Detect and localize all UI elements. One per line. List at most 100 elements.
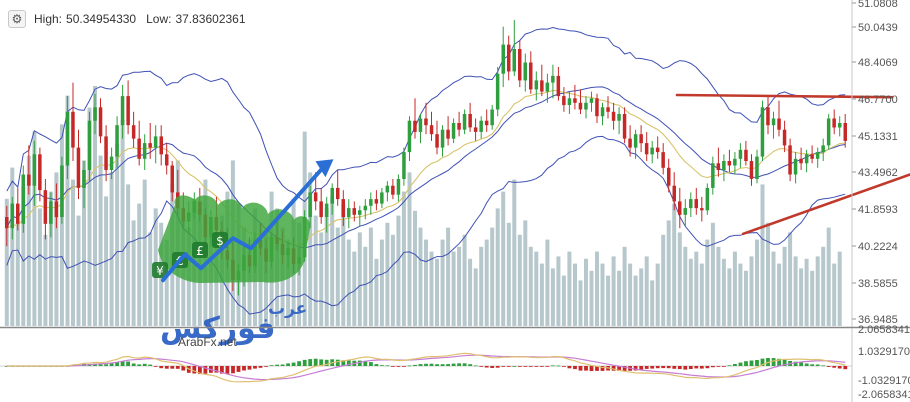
candle [38, 147, 42, 202]
histogram-bar [600, 366, 605, 371]
candle [484, 109, 489, 132]
volume-bar [744, 270, 748, 326]
histogram-bar [286, 363, 290, 366]
histogram-bar [164, 366, 169, 369]
volume-bar [368, 227, 373, 326]
candle-body [622, 114, 627, 139]
histogram-bar [264, 366, 268, 367]
candle-body [54, 201, 59, 218]
volume-bar [286, 239, 291, 326]
volume-bar [628, 263, 633, 326]
histogram-bar [308, 359, 313, 366]
candle-body [93, 107, 97, 121]
currency-badge [152, 262, 168, 278]
candle-body [799, 158, 803, 164]
histogram-bar [291, 362, 296, 366]
candle [716, 147, 721, 177]
candle [159, 125, 163, 166]
histogram-bar [523, 366, 528, 367]
histogram-bar [346, 360, 351, 366]
candle [826, 114, 831, 150]
histogram-bar [363, 360, 368, 366]
histogram-bar [242, 366, 246, 371]
candle-body [109, 156, 114, 170]
candle [424, 102, 428, 135]
candle [700, 196, 704, 222]
candle [567, 91, 572, 114]
histogram-bar [777, 358, 781, 366]
candle-body [32, 154, 37, 186]
volume-bar [446, 227, 451, 326]
histogram-bar [755, 360, 759, 366]
volume-bar [556, 256, 561, 326]
candle [755, 149, 759, 184]
price-tick-label: 51.0808 [858, 0, 898, 10]
volume-bar [837, 251, 842, 326]
candle [165, 143, 169, 175]
histogram-bar [716, 366, 721, 367]
histogram-bar [595, 366, 599, 371]
candle [16, 187, 20, 231]
volume-bar [48, 191, 53, 326]
candle-body [484, 120, 489, 126]
gear-icon[interactable]: ⚙ [8, 10, 26, 28]
histogram-bar [666, 366, 671, 369]
histogram-bar [528, 366, 533, 367]
volume-bar [506, 222, 511, 326]
candle-body [716, 163, 721, 170]
volume-bars [4, 86, 842, 327]
candle [308, 185, 312, 229]
candle [347, 199, 351, 229]
candle-body [567, 98, 572, 105]
candle [137, 120, 141, 166]
candle-body [611, 111, 616, 121]
volume-bar [517, 234, 522, 326]
volume-bar [21, 186, 26, 326]
histogram-bar [655, 366, 660, 369]
candle-body [556, 75, 561, 97]
candle-body [440, 129, 445, 148]
histogram-bar [639, 366, 644, 370]
candle-body [468, 114, 472, 128]
histogram-bar [495, 366, 500, 368]
candle [98, 98, 103, 144]
histogram-bar [749, 360, 754, 366]
candle [600, 102, 605, 126]
macd-line [6, 352, 846, 383]
candle-body [628, 138, 632, 148]
histogram-bar [711, 366, 715, 368]
price-tick-label: 38.5855 [858, 278, 898, 290]
candle [694, 187, 698, 215]
volume-bar [214, 239, 219, 326]
price-tick-label: 46.7700 [858, 94, 898, 106]
volume-bar [308, 172, 313, 326]
volume-bar [595, 251, 599, 326]
volume-bar [826, 227, 831, 326]
candle-body [479, 120, 483, 132]
histogram-bar [424, 363, 428, 366]
volume-bar [65, 95, 70, 326]
currency-symbol: ¥ [156, 264, 164, 278]
histogram-bar [280, 364, 285, 366]
candle-body [738, 149, 743, 159]
candle-body [534, 80, 539, 90]
volume-bar [440, 239, 445, 326]
volume-bar [804, 258, 809, 326]
histogram-bar [611, 366, 616, 371]
candle-body [308, 192, 312, 217]
histogram-bar [771, 358, 776, 366]
histogram-bar [683, 366, 688, 370]
candle [545, 73, 550, 103]
candle-body [606, 107, 610, 112]
candle [429, 111, 434, 141]
histogram-bar [220, 366, 224, 374]
volume-bar [319, 232, 324, 326]
volume-bar [561, 275, 566, 326]
candle [451, 118, 456, 144]
volume-bar [390, 234, 395, 326]
volume-bar [799, 268, 804, 326]
candle [584, 96, 588, 119]
logo-growth-arrow [161, 167, 324, 283]
volume-bar [120, 119, 125, 326]
histogram-bar [804, 363, 809, 366]
